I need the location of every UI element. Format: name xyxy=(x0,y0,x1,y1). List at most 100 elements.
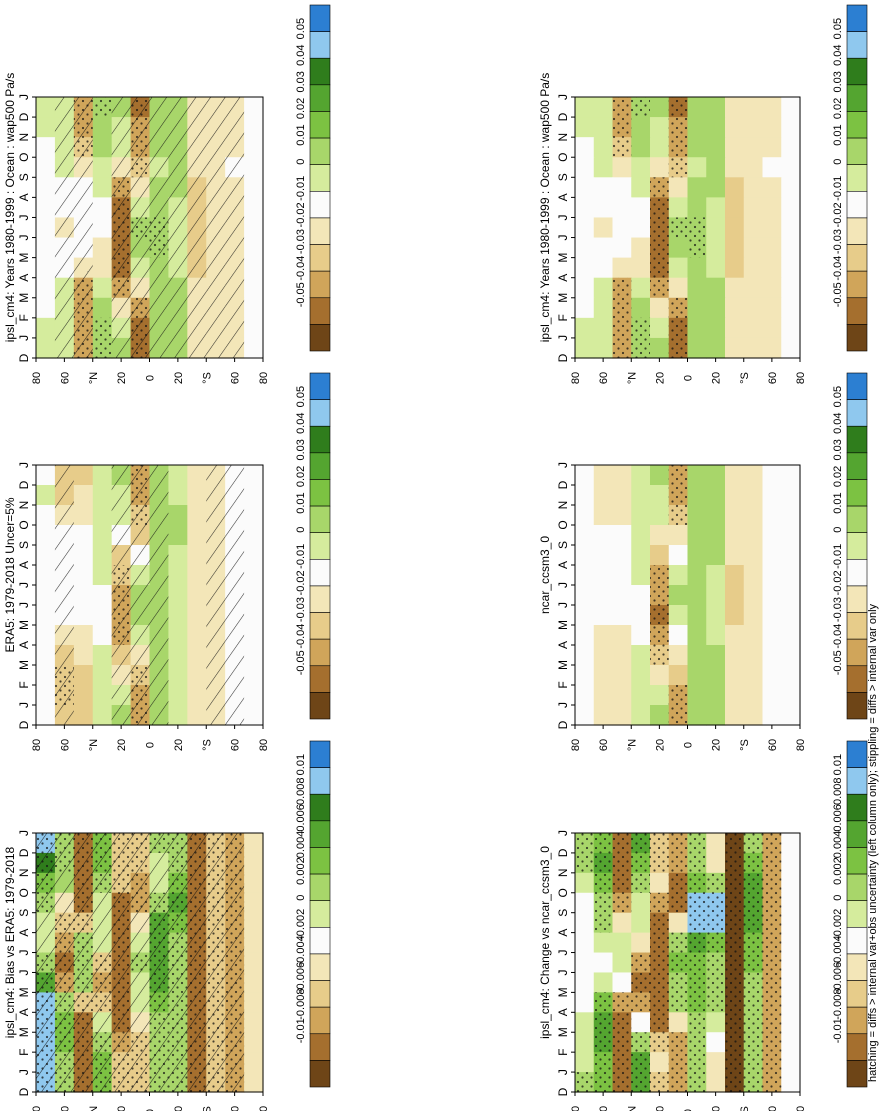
colorbar-swatch xyxy=(846,4,868,32)
heatmap-cell xyxy=(631,605,651,626)
heatmap-cell xyxy=(73,625,94,646)
stipple-mark xyxy=(612,277,632,298)
colorbar-swatch xyxy=(309,873,331,901)
hatch-mark xyxy=(111,97,131,358)
stipple-mark xyxy=(650,585,669,605)
colorbar-swatch xyxy=(846,244,868,272)
stipple-mark xyxy=(593,872,613,893)
heatmap-cell xyxy=(631,485,651,506)
heatmap-cell xyxy=(687,317,707,339)
heatmap-cell xyxy=(92,625,113,646)
heatmap-cell xyxy=(725,217,745,239)
lat-tick-label: 20 xyxy=(654,372,666,384)
heatmap-cell xyxy=(575,317,595,339)
stipple-mark xyxy=(612,892,632,913)
heatmap-cell xyxy=(743,585,764,606)
month-tick-label: O xyxy=(556,888,570,897)
heatmap-cell xyxy=(687,565,707,586)
heatmap-cell xyxy=(762,625,782,646)
heatmap-cell xyxy=(781,833,801,854)
colorbar-swatch xyxy=(846,820,868,848)
heatmap-cell xyxy=(781,545,801,566)
heatmap-cell xyxy=(575,1012,595,1033)
stipple-mark xyxy=(650,625,669,645)
heatmap-cell xyxy=(631,705,651,726)
heatmap-cell xyxy=(687,177,707,198)
hatch-mark xyxy=(206,833,226,1092)
stipple-mark xyxy=(668,1072,688,1092)
hatch-mark xyxy=(168,833,188,1092)
heatmap-cell xyxy=(631,625,651,646)
panel-model-col-left: 80 60 °N 20 0 20 °S 60 80 D J F M A M J J A S O N D Jipsl_cm4:… xyxy=(3,4,331,384)
heatmap-cell xyxy=(781,117,801,138)
colorbar-label: -0.008 xyxy=(295,989,307,1020)
lat-tick-label: °N xyxy=(626,1106,638,1111)
heatmap-cell xyxy=(743,197,764,219)
colorbar-swatch xyxy=(846,84,868,112)
heatmap-cell xyxy=(650,505,670,526)
colorbar-swatch xyxy=(309,1060,331,1088)
heatmap-cell xyxy=(575,605,595,626)
heatmap-cell xyxy=(743,645,764,666)
colorbar-swatch xyxy=(846,847,868,875)
stipple-mark xyxy=(650,237,669,258)
colorbar-swatch xyxy=(846,217,868,245)
stipple-mark xyxy=(668,852,688,873)
heatmap-cell xyxy=(187,645,207,666)
heatmap-cell xyxy=(631,545,651,566)
heatmap-cell xyxy=(687,485,707,506)
colorbar-swatch xyxy=(309,1006,331,1035)
colorbar-swatch xyxy=(846,873,868,901)
lat-tick-label: 60 xyxy=(59,372,71,384)
colorbar: 0.05 0.04 0.03 0.02 0.01 0 -0.01-0.02 -0.03 -0.0… xyxy=(295,4,331,352)
month-tick-label: O xyxy=(17,520,31,529)
lat-tick-label: 80 xyxy=(31,739,43,751)
month-tick-label: J xyxy=(556,830,570,836)
lat-tick-label: 20 xyxy=(711,739,723,751)
month-tick-label: J xyxy=(17,969,31,975)
heatmap-cell xyxy=(168,685,188,706)
panel-title: ERA5: 1979-2018 Uncer=5% xyxy=(3,497,17,652)
heatmap-cell xyxy=(593,605,614,626)
lat-tick-label: 0 xyxy=(683,375,695,381)
stipple-mark xyxy=(687,237,707,258)
panel-title: ncar_ccsm3_0 xyxy=(538,536,552,614)
colorbar-swatch xyxy=(309,665,331,693)
heatmap-cell xyxy=(687,337,707,359)
colorbar-label: 0.004 xyxy=(295,831,307,859)
heatmap-cell xyxy=(706,485,726,506)
colorbar-label: 0.01 xyxy=(295,492,307,513)
colorbar: 0.010.0080.0060.0040.0020-0.002-0.004-0.… xyxy=(295,740,331,1088)
month-tick-label: A xyxy=(556,641,570,649)
heatmap-cell xyxy=(593,137,614,158)
month-tick-label: D xyxy=(556,480,570,489)
heatmap-cell xyxy=(575,645,595,666)
heatmap-cell xyxy=(612,525,632,546)
colorbar-swatch xyxy=(309,638,331,667)
stipple-mark xyxy=(762,1012,782,1033)
heatmap-cell xyxy=(762,485,782,506)
colorbar-swatch xyxy=(309,505,331,533)
heatmap-cell xyxy=(168,625,188,646)
heatmap-cell xyxy=(762,545,782,566)
heatmap-cell xyxy=(743,257,764,279)
heatmap-cell xyxy=(244,872,264,894)
colorbar-label: -0.01 xyxy=(295,544,307,569)
heatmap-cell xyxy=(36,585,56,606)
stipple-mark xyxy=(612,833,632,853)
heatmap-cell xyxy=(593,545,614,566)
heatmap-cell xyxy=(612,972,632,993)
stipple-mark xyxy=(650,852,669,873)
heatmap-cell xyxy=(631,217,651,239)
heatmap-cell xyxy=(706,197,726,219)
heatmap-cell xyxy=(168,505,188,526)
colorbar-label: 0.002 xyxy=(295,857,307,885)
heatmap-cell xyxy=(743,157,764,178)
heatmap-cell xyxy=(187,705,207,726)
colorbar-swatch xyxy=(309,297,331,325)
heatmap-cell xyxy=(781,237,801,259)
heatmap-cell xyxy=(781,197,801,219)
heatmap-cell xyxy=(781,912,801,934)
stipple-mark xyxy=(743,1052,763,1073)
lat-tick-label: 80 xyxy=(795,1106,807,1111)
